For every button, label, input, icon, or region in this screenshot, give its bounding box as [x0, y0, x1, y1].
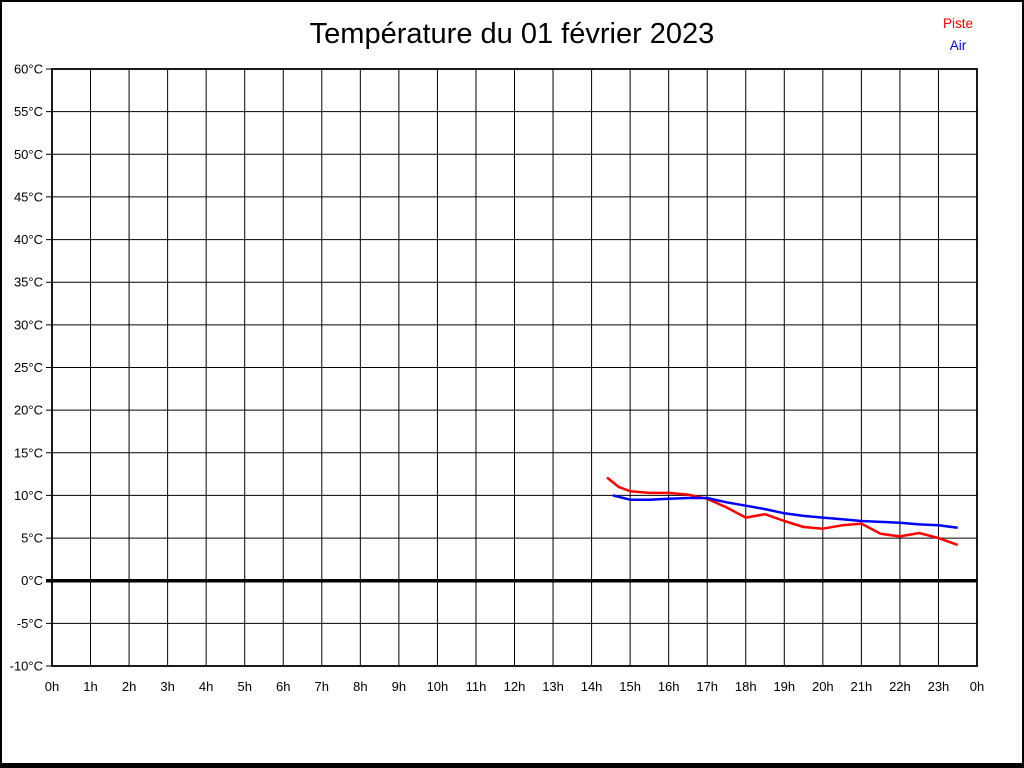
- x-tick-label: 17h: [696, 679, 718, 694]
- x-tick-label: 18h: [735, 679, 757, 694]
- y-tick-label: 40°C: [14, 232, 43, 247]
- x-tick-label: 9h: [392, 679, 406, 694]
- x-tick-label: 12h: [504, 679, 526, 694]
- y-tick-label: 10°C: [14, 488, 43, 503]
- x-tick-label: 4h: [199, 679, 213, 694]
- y-tick-label: -10°C: [10, 659, 43, 674]
- x-tick-label: 10h: [427, 679, 449, 694]
- x-tick-label: 3h: [160, 679, 174, 694]
- x-tick-label: 14h: [581, 679, 603, 694]
- x-tick-label: 0h: [45, 679, 59, 694]
- x-tick-label: 2h: [122, 679, 136, 694]
- x-tick-label: 15h: [619, 679, 641, 694]
- y-tick-label: 35°C: [14, 275, 43, 290]
- series-line-piste: [606, 476, 959, 547]
- y-tick-label: 0°C: [21, 573, 43, 588]
- x-tick-label: 11h: [466, 679, 487, 694]
- x-tick-label: 8h: [353, 679, 367, 694]
- y-tick-label: 30°C: [14, 317, 43, 332]
- x-tick-label: 19h: [773, 679, 795, 694]
- y-tick-label: -5°C: [17, 616, 43, 631]
- x-tick-label: 1h: [83, 679, 97, 694]
- series-line-air: [612, 494, 958, 530]
- x-tick-label: 22h: [889, 679, 911, 694]
- legend-item-piste: Piste: [942, 16, 973, 31]
- x-tick-label: 21h: [851, 679, 873, 694]
- x-tick-label: 0h: [970, 679, 984, 694]
- chart-title: Température du 01 février 2023: [309, 18, 715, 50]
- plot-frame: [51, 68, 978, 667]
- legend-item-air: Air: [949, 38, 967, 53]
- x-tick-label: 5h: [237, 679, 251, 694]
- y-tick-label: 50°C: [14, 147, 43, 162]
- x-tick-label: 23h: [928, 679, 950, 694]
- y-tick-label: 45°C: [14, 189, 43, 204]
- x-tick-label: 20h: [812, 679, 834, 694]
- y-tick-label: 60°C: [14, 62, 43, 77]
- y-tick-label: 25°C: [14, 360, 43, 375]
- x-tick-label: 7h: [315, 679, 329, 694]
- y-tick-label: 15°C: [14, 445, 43, 460]
- legend: Piste Air: [922, 13, 994, 57]
- y-tick-label: 55°C: [14, 104, 43, 119]
- x-tick-label: 16h: [658, 679, 680, 694]
- x-tick-label: 13h: [542, 679, 564, 694]
- y-tick-label: 5°C: [21, 531, 43, 546]
- y-tick-label: 20°C: [14, 403, 43, 418]
- x-tick-label: 6h: [276, 679, 290, 694]
